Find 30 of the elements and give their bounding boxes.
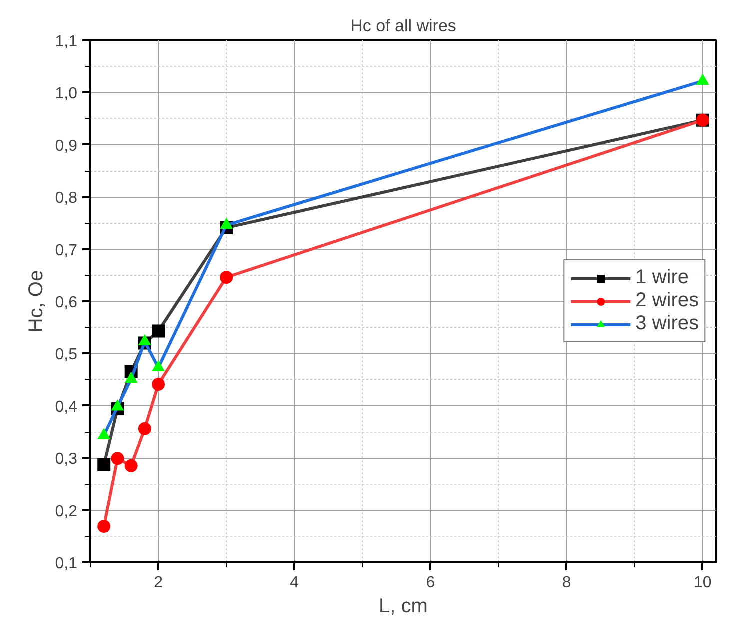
y-tick-label: 0,3: [55, 451, 78, 468]
point: [152, 378, 166, 391]
x-axis-title: L, cm: [379, 596, 428, 618]
y-tick-label: 1,1: [55, 34, 78, 50]
x-tick-label: 10: [694, 574, 712, 592]
point: [152, 324, 166, 338]
legend-label: 1 wire: [636, 266, 689, 290]
x-tick-label: 2: [154, 574, 164, 592]
y-tick-label: 0,4: [55, 398, 78, 416]
y-tick-label: 0,6: [55, 294, 78, 312]
point: [111, 452, 124, 466]
y-axis-title: Hc, Oe: [25, 270, 48, 333]
y-tick-label: 0,7: [55, 242, 78, 260]
legend-label: 2 wires: [636, 290, 699, 312]
point: [124, 459, 138, 472]
x-tick-label: 4: [290, 574, 300, 592]
x-tick-label: 8: [562, 574, 572, 592]
y-tick-label: 1,0: [55, 86, 78, 103]
point: [220, 271, 234, 284]
point: [98, 458, 111, 472]
x-tick-label: 6: [426, 574, 436, 592]
chart-title: Hc of all wires: [350, 16, 456, 36]
y-tick-label: 0,9: [55, 138, 78, 155]
y-tick-label: 0,5: [55, 346, 78, 364]
y-tick-label: 0,8: [55, 190, 78, 208]
y-tick-label: 0,2: [55, 503, 78, 520]
legend-label: 3 wires: [636, 312, 699, 336]
point: [138, 422, 152, 436]
point: [98, 520, 111, 533]
y-tick-label: 0,1: [55, 556, 78, 572]
